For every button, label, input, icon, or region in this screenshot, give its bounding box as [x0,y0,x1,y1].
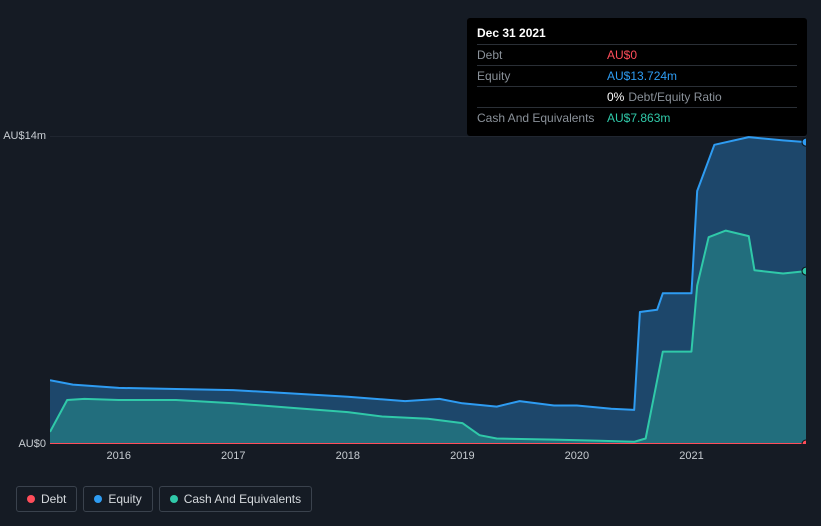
tooltip-date: Dec 31 2021 [477,26,797,44]
financials-area-chart: AU$14mAU$0 201620172018201920202021 [16,124,806,464]
tooltip-row-value: AU$13.724m [607,69,677,83]
x-axis-tick-label: 2018 [336,450,360,462]
legend-label: Cash And Equivalents [184,492,301,506]
tooltip-row-label [477,90,607,104]
legend-item-cash-and-equivalents[interactable]: Cash And Equivalents [159,486,312,512]
x-axis-tick-label: 2020 [565,450,589,462]
chart-tooltip: Dec 31 2021 DebtAU$0EquityAU$13.724m0%De… [467,18,807,136]
tooltip-row-value: 0% [607,90,624,104]
legend-dot [27,495,35,503]
x-axis-tick-label: 2021 [679,450,703,462]
tooltip-row: 0% Debt/Equity Ratio [477,86,797,107]
tooltip-row: DebtAU$0 [477,44,797,65]
legend-label: Equity [108,492,141,506]
legend-dot [170,495,178,503]
legend-dot [94,495,102,503]
y-axis-tick-label: AU$14m [3,130,46,142]
tooltip-row: Cash And EquivalentsAU$7.863m [477,107,797,128]
x-axis-tick-label: 2016 [106,450,130,462]
tooltip-row-value: AU$0 [607,48,637,62]
chart-legend: Debt Equity Cash And Equivalents [16,486,312,512]
legend-item-equity[interactable]: Equity [83,486,152,512]
tooltip-row: EquityAU$13.724m [477,65,797,86]
x-axis-tick-label: 2019 [450,450,474,462]
tooltip-row-label: Debt [477,48,607,62]
legend-item-debt[interactable]: Debt [16,486,77,512]
y-axis-tick-label: AU$0 [18,438,46,450]
x-axis-tick-label: 2017 [221,450,245,462]
tooltip-row-label: Cash And Equivalents [477,111,607,125]
tooltip-row-extra: Debt/Equity Ratio [628,90,721,104]
tooltip-row-value: AU$7.863m [607,111,670,125]
tooltip-row-label: Equity [477,69,607,83]
legend-label: Debt [41,492,66,506]
chart-plot-area [50,136,806,444]
